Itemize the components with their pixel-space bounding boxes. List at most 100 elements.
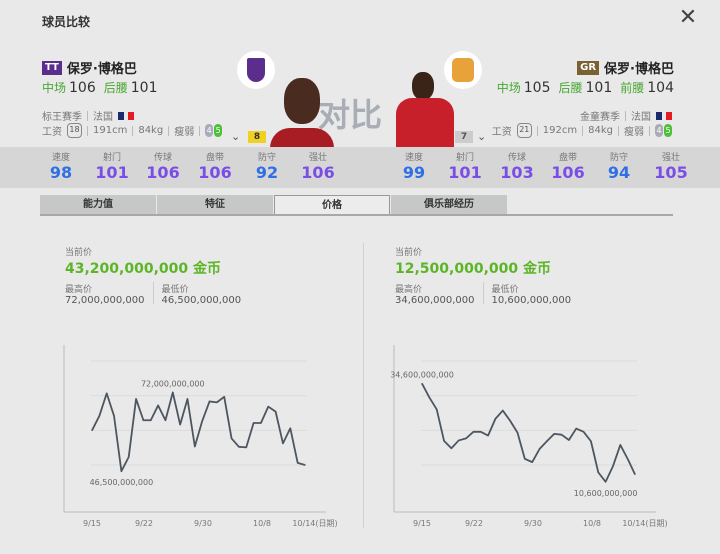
- right-positions: 中场 105 后腰 101 前腰 104: [497, 79, 674, 96]
- data-point: [172, 391, 174, 394]
- annotation-label: 72,000,000,000: [141, 379, 205, 388]
- stat-left-3: 盘带 106: [190, 150, 240, 183]
- price-line: [421, 383, 636, 483]
- data-point: [135, 398, 137, 400]
- data-point: [597, 471, 599, 473]
- stat-value: 101: [95, 163, 129, 182]
- france-flag-icon: [118, 111, 134, 120]
- data-point: [516, 432, 519, 434]
- data-point: [458, 439, 460, 442]
- stat-label: 传球: [507, 153, 526, 163]
- data-point: [150, 419, 152, 421]
- tab-ability[interactable]: 能力值: [40, 195, 156, 215]
- stat-label: 防守: [609, 153, 628, 163]
- data-point: [465, 437, 467, 439]
- stat-right-3: 盘带 106: [543, 150, 593, 183]
- data-point: [605, 481, 607, 483]
- max-price-label: 最高价: [65, 285, 93, 295]
- data-point: [472, 431, 475, 433]
- data-point: [267, 406, 269, 408]
- data-point: [428, 396, 430, 399]
- data-point: [179, 423, 181, 426]
- position-rating: 106: [69, 80, 96, 96]
- nation: 法国: [631, 112, 651, 123]
- right-season-row: 金童赛季 法国: [580, 108, 672, 123]
- right-season-logo: [444, 51, 482, 89]
- stat-left-5: 强壮 106: [293, 150, 343, 183]
- stat-right-4: 防守 94: [594, 150, 644, 183]
- stat-label: 防守: [257, 153, 276, 163]
- current-price: 12,500,000,000 金币: [395, 261, 551, 277]
- left-season-logo: [237, 51, 275, 89]
- data-point: [186, 398, 189, 400]
- data-point: [436, 408, 438, 410]
- stat-label: 盘带: [558, 153, 577, 163]
- current-price: 43,200,000,000 金币: [65, 261, 221, 277]
- stat-label: 强壮: [308, 153, 327, 163]
- position-label: 中场: [42, 81, 67, 95]
- position-label: 后腰: [103, 81, 128, 95]
- right-player-name: GR 保罗·博格巴: [577, 58, 674, 77]
- stat-value: 103: [500, 163, 534, 182]
- player-name: 保罗·博格巴: [66, 62, 137, 77]
- left-player-photo: [270, 78, 334, 148]
- data-point: [128, 456, 130, 458]
- page-title: 球员比较: [42, 15, 91, 29]
- vs-label: 对比: [318, 96, 383, 134]
- close-icon[interactable]: ✕: [678, 5, 698, 30]
- current-price-label: 当前价: [395, 248, 423, 258]
- data-point: [568, 439, 570, 441]
- data-point: [120, 470, 122, 472]
- tab-traits[interactable]: 特征: [157, 195, 273, 215]
- data-point: [157, 404, 159, 407]
- right-level-dropdown-icon[interactable]: ⌄: [477, 130, 487, 143]
- position-rating: 104: [647, 80, 674, 96]
- stat-label: 速度: [51, 153, 70, 163]
- data-point: [297, 462, 299, 464]
- weight: 84kg: [138, 125, 164, 136]
- salary-icon: 21: [516, 123, 532, 138]
- left-level-dropdown-icon[interactable]: ⌄: [231, 130, 241, 143]
- tab-club-history[interactable]: 俱乐部经历: [391, 195, 507, 215]
- data-point: [142, 419, 145, 421]
- x-tick-label: 10/14(日期): [292, 519, 337, 528]
- x-tick-label: 9/30: [524, 519, 542, 528]
- stat-left-4: 防守 92: [242, 150, 292, 183]
- stat-left-2: 传球 106: [138, 150, 188, 183]
- stat-value: 106: [198, 163, 232, 182]
- x-tick-label: 9/22: [465, 519, 483, 528]
- salary-icon: 18: [67, 123, 82, 138]
- x-tick-label: 9/22: [135, 519, 153, 528]
- data-point: [450, 447, 452, 449]
- data-point: [106, 392, 108, 395]
- data-point: [245, 446, 247, 449]
- stat-value: 106: [301, 163, 335, 182]
- data-point: [238, 446, 240, 448]
- max-price: 34,600,000,000: [395, 295, 475, 306]
- min-price-label: 最低价: [491, 285, 519, 295]
- annotation-label: 34,600,000,000: [390, 371, 454, 380]
- tab-price[interactable]: 价格: [274, 195, 390, 216]
- tab-underline: [40, 214, 673, 216]
- data-point: [531, 461, 533, 463]
- data-point: [612, 465, 614, 467]
- data-point: [208, 400, 211, 403]
- season-badge: TT: [42, 60, 62, 75]
- data-point: [627, 458, 629, 460]
- x-tick-label: 10/8: [253, 519, 271, 528]
- stat-value: 94: [607, 163, 631, 182]
- player-name: 保罗·博格巴: [604, 62, 674, 77]
- data-point: [230, 437, 233, 440]
- data-point: [480, 431, 482, 433]
- season-badge: GR: [577, 60, 600, 75]
- data-point: [113, 415, 115, 417]
- data-point: [98, 415, 100, 417]
- data-point: [575, 427, 577, 430]
- stat-value: 101: [448, 163, 482, 182]
- data-point: [553, 433, 555, 435]
- data-point: [289, 427, 291, 429]
